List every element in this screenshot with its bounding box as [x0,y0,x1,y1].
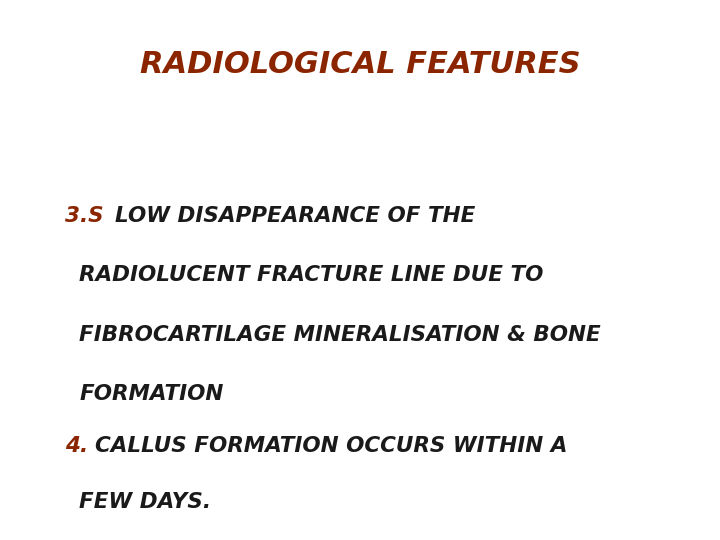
Text: FIBROCARTILAGE MINERALISATION & BONE: FIBROCARTILAGE MINERALISATION & BONE [79,325,601,345]
Text: RADIOLOGICAL FEATURES: RADIOLOGICAL FEATURES [140,50,580,79]
Text: 4.: 4. [65,435,88,456]
Text: 3.S: 3.S [65,206,104,226]
Text: LOW DISAPPEARANCE OF THE: LOW DISAPPEARANCE OF THE [114,206,475,226]
Text: FEW DAYS.: FEW DAYS. [79,492,211,512]
Text: CALLUS FORMATION OCCURS WITHIN A: CALLUS FORMATION OCCURS WITHIN A [94,435,567,456]
Text: FORMATION: FORMATION [79,384,224,404]
Text: RADIOLUCENT FRACTURE LINE DUE TO: RADIOLUCENT FRACTURE LINE DUE TO [79,265,544,286]
